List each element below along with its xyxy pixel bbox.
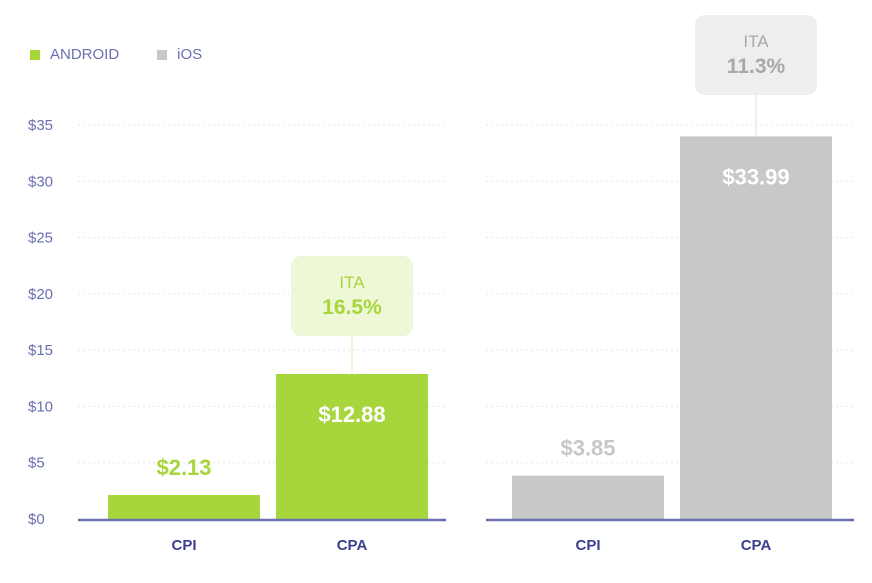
data-label: $12.88 (318, 402, 385, 427)
y-tick-label: $25 (28, 230, 53, 247)
legend-swatch-ios (157, 49, 168, 60)
bar-ios-cpa (680, 136, 832, 519)
legend-label-ios: iOS (177, 46, 203, 63)
x-tick-label: CPI (171, 537, 196, 554)
legend-label-android: ANDROID (50, 46, 120, 63)
y-tick-label: $30 (28, 173, 53, 190)
callout-title: ITA (743, 32, 769, 51)
callout-value: 16.5% (322, 296, 382, 319)
legend: ANDROID iOS (30, 46, 202, 63)
y-tick-label: $5 (28, 455, 45, 472)
bar-ios-cpi (512, 475, 664, 519)
y-tick-label: $20 (28, 286, 53, 303)
y-tick-label: $10 (28, 398, 53, 415)
legend-item-android[interactable]: ANDROID (30, 46, 119, 63)
data-label: $33.99 (722, 164, 789, 189)
data-label: $3.85 (560, 436, 615, 461)
callout-box (291, 256, 413, 336)
y-tick-label: $15 (28, 342, 53, 359)
x-tick-label: CPA (741, 537, 772, 554)
callout-box (695, 15, 817, 95)
x-tick-label: CPI (575, 537, 600, 554)
y-tick-label: $0 (28, 511, 45, 528)
data-label: $2.13 (156, 455, 211, 480)
legend-item-ios[interactable]: iOS (157, 46, 202, 63)
bar-android-cpi (108, 495, 260, 519)
callout-title: ITA (339, 273, 365, 292)
y-tick-label: $35 (28, 117, 53, 134)
legend-swatch-android (30, 49, 40, 60)
callout-value: 11.3% (727, 55, 786, 78)
bar-android-cpa (276, 374, 428, 519)
x-tick-label: CPA (337, 537, 368, 554)
